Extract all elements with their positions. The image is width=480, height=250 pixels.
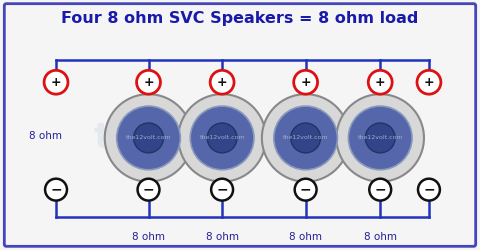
Text: +: +	[375, 76, 385, 89]
Text: +: +	[143, 76, 154, 89]
Text: Four 8 ohm SVC Speakers = 8 ohm load: Four 8 ohm SVC Speakers = 8 ohm load	[61, 11, 419, 26]
Circle shape	[348, 106, 412, 170]
Circle shape	[210, 70, 234, 94]
Text: 8 ohm: 8 ohm	[205, 232, 239, 242]
Text: the12volt.com: the12volt.com	[126, 136, 171, 140]
Circle shape	[295, 179, 317, 201]
Circle shape	[294, 70, 318, 94]
Text: −: −	[423, 183, 435, 197]
Circle shape	[365, 123, 395, 153]
Text: +: +	[217, 76, 228, 89]
Text: +: +	[424, 76, 434, 89]
Circle shape	[105, 94, 192, 182]
Circle shape	[417, 70, 441, 94]
Text: +: +	[51, 76, 61, 89]
Text: −: −	[374, 183, 386, 197]
Circle shape	[368, 70, 392, 94]
Text: +: +	[300, 76, 311, 89]
Circle shape	[138, 179, 159, 201]
Text: 8 ohm: 8 ohm	[29, 131, 62, 141]
Text: 8 ohm: 8 ohm	[132, 232, 165, 242]
Circle shape	[179, 94, 266, 182]
Text: −: −	[50, 183, 62, 197]
Circle shape	[137, 70, 160, 94]
Text: the12volt.com: the12volt.com	[199, 136, 245, 140]
FancyBboxPatch shape	[4, 4, 476, 246]
Text: −: −	[216, 183, 228, 197]
Text: 8 ohm: 8 ohm	[289, 232, 322, 242]
Circle shape	[262, 94, 349, 182]
Circle shape	[211, 179, 233, 201]
Circle shape	[291, 123, 321, 153]
Circle shape	[274, 106, 337, 170]
Text: the12volt.com: the12volt.com	[94, 121, 386, 155]
Text: 8 ohm: 8 ohm	[364, 232, 396, 242]
Circle shape	[45, 179, 67, 201]
Circle shape	[418, 179, 440, 201]
Circle shape	[117, 106, 180, 170]
Text: −: −	[300, 183, 312, 197]
Circle shape	[369, 179, 391, 201]
Text: −: −	[143, 183, 155, 197]
Text: the12volt.com: the12volt.com	[283, 136, 328, 140]
Circle shape	[207, 123, 237, 153]
Circle shape	[44, 70, 68, 94]
Circle shape	[133, 123, 163, 153]
Circle shape	[190, 106, 254, 170]
Text: the12volt.com: the12volt.com	[358, 136, 403, 140]
Circle shape	[336, 94, 424, 182]
